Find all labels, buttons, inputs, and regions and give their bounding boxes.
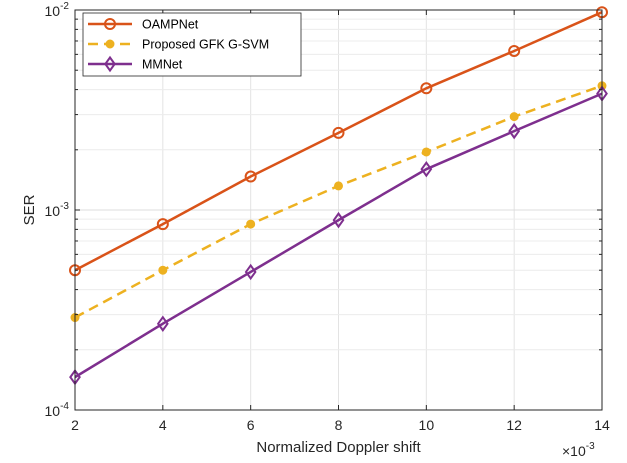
x-tick-label: 6 — [247, 417, 255, 433]
x-multiplier-base: ×10 — [562, 443, 586, 459]
legend-entry: MMNet — [88, 55, 183, 73]
data-point-marker — [244, 170, 257, 183]
y-axis-label: SER — [21, 194, 38, 225]
data-point-marker — [508, 44, 521, 57]
x-tick-label: 14 — [594, 417, 610, 433]
x-tick-label: 8 — [335, 417, 343, 433]
series-line — [74, 92, 603, 379]
x-tick-label: 10 — [419, 417, 435, 433]
data-point-marker — [420, 160, 433, 178]
data-point-marker — [156, 218, 169, 231]
legend-label: Proposed GFK G-SVM — [142, 38, 269, 52]
x-axis-multiplier: ×10-3 — [562, 441, 595, 459]
data-point-marker — [105, 39, 115, 49]
data-point-marker — [421, 147, 431, 157]
data-point-marker — [332, 126, 345, 139]
y-tick-label: 10-4 — [45, 401, 70, 419]
x-tick-label: 12 — [506, 417, 522, 433]
data-point-marker — [244, 263, 257, 281]
series-group — [69, 6, 608, 386]
series-line — [74, 11, 603, 272]
legend-entry: OAMPNet — [88, 18, 199, 32]
data-point-marker — [509, 112, 519, 122]
data-point-marker — [158, 265, 168, 275]
y-tick-label: 10-2 — [45, 1, 70, 19]
y-tick-label: 10-3 — [45, 201, 70, 219]
legend-label: MMNet — [142, 58, 183, 72]
data-point-marker — [420, 82, 433, 95]
data-point-marker — [156, 315, 169, 332]
x-tick-label: 2 — [71, 417, 79, 433]
data-point-marker — [508, 122, 521, 140]
data-point-marker — [104, 55, 116, 73]
data-point-marker — [246, 219, 256, 229]
x-multiplier-exponent: -3 — [586, 441, 595, 452]
svg-text:×10-3: ×10-3 — [562, 441, 595, 459]
x-axis-label: Normalized Doppler shift — [256, 439, 421, 456]
data-point-marker — [334, 181, 343, 191]
axes: 2 4 6 8 10 12 14 10-2 10-3 10-4 — [45, 1, 610, 433]
x-tick-label: 4 — [159, 417, 167, 433]
data-point-marker — [104, 18, 116, 30]
legend-entry: Proposed GFK G-SVM — [88, 38, 269, 52]
legend-label: OAMPNet — [142, 18, 199, 32]
data-point-marker — [332, 211, 345, 229]
legend: OAMPNet Proposed GFK G-SVM MMNet — [82, 12, 302, 77]
